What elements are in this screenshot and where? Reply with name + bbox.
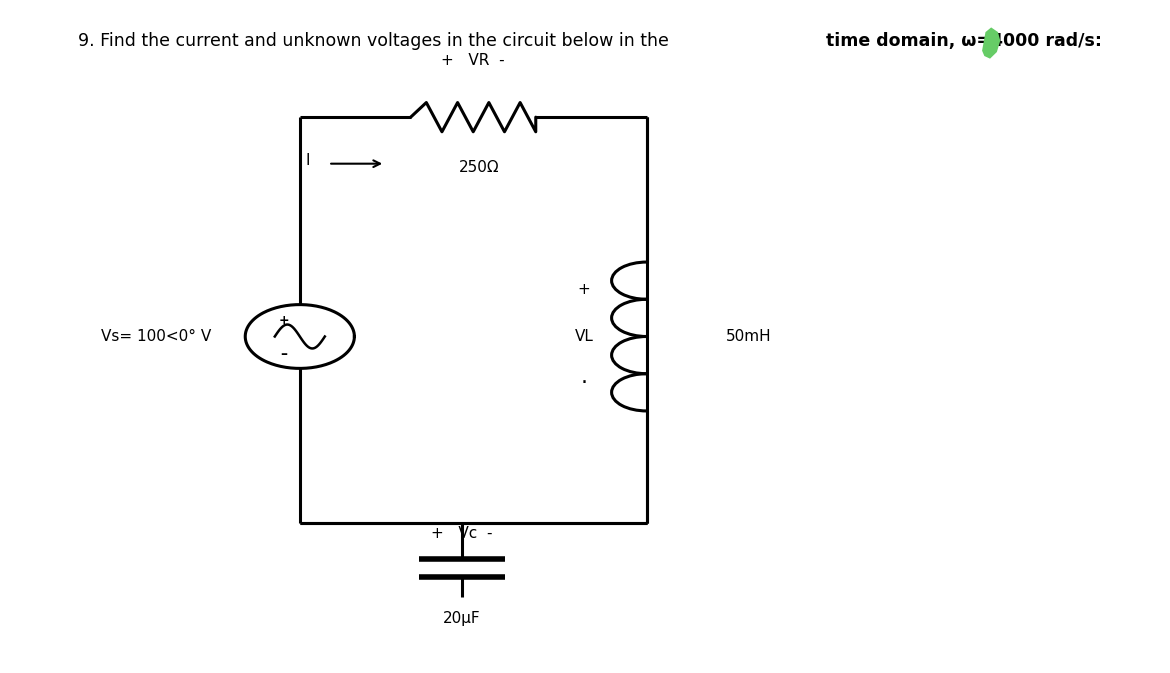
Text: +: + <box>578 283 591 297</box>
Text: time domain, ω=4000 rad/s:: time domain, ω=4000 rad/s: <box>826 32 1102 50</box>
Text: Vs= 100<0° V: Vs= 100<0° V <box>101 329 211 344</box>
Text: 20μF: 20μF <box>443 611 481 626</box>
Text: +   VR  -: + VR - <box>441 53 505 68</box>
Text: ·: · <box>580 373 587 393</box>
Text: VL: VL <box>574 329 593 344</box>
Text: 250Ω: 250Ω <box>459 160 500 174</box>
Text: +: + <box>278 314 289 327</box>
Text: –: – <box>280 347 287 361</box>
Text: 50mH: 50mH <box>727 329 772 344</box>
Text: +   Vc  -: + Vc - <box>431 526 493 541</box>
Text: I: I <box>305 153 310 168</box>
Text: 9. Find the current and unknown voltages in the circuit below in the: 9. Find the current and unknown voltages… <box>78 32 674 50</box>
Polygon shape <box>982 28 1000 59</box>
